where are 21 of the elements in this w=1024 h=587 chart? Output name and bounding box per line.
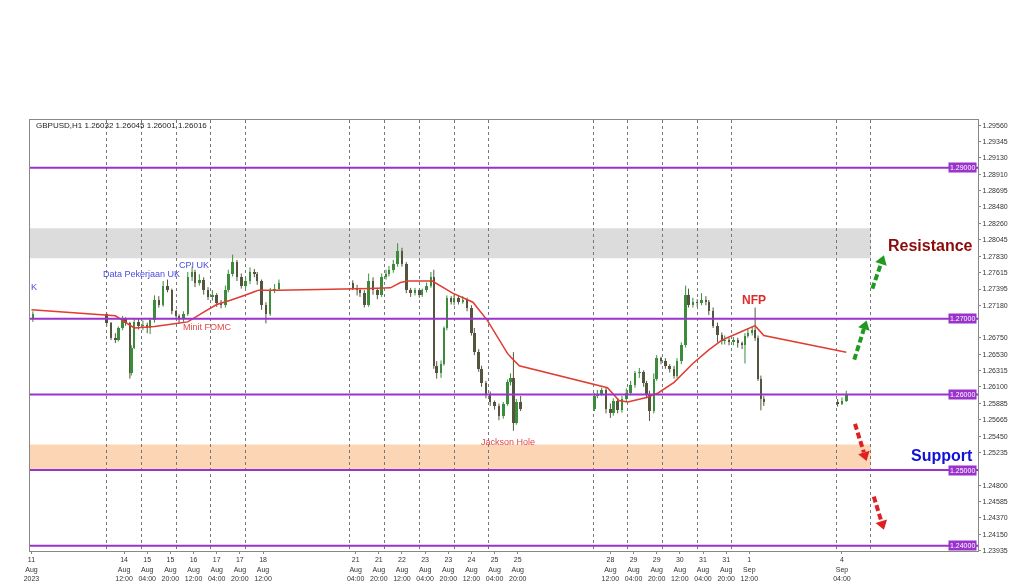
annotation: Jackson Hole xyxy=(481,437,536,447)
candlestick xyxy=(190,266,194,282)
candlestick xyxy=(680,341,683,365)
annotation: Data Pekerjaan UK xyxy=(103,269,181,279)
candlestick xyxy=(716,322,719,343)
candlestick xyxy=(260,279,263,311)
annotation: K xyxy=(31,282,38,292)
annotation: NFP xyxy=(742,293,766,307)
chart-title: GBPUSD,H1 1.26032 1.26045 1.26001 1.26016 xyxy=(36,120,208,130)
candlestick xyxy=(691,297,695,309)
annotation: CPI UK xyxy=(179,260,210,270)
annotation: Resistance xyxy=(888,237,973,254)
candlestick xyxy=(727,337,731,346)
candlestick xyxy=(687,288,690,309)
candlestick xyxy=(367,273,370,308)
candlestick xyxy=(153,294,156,324)
annotation: Support xyxy=(911,447,973,464)
candlestick xyxy=(515,398,518,426)
candlestick xyxy=(396,242,399,268)
candlestick xyxy=(231,254,234,278)
annotation: Minit FOMC xyxy=(183,322,232,332)
